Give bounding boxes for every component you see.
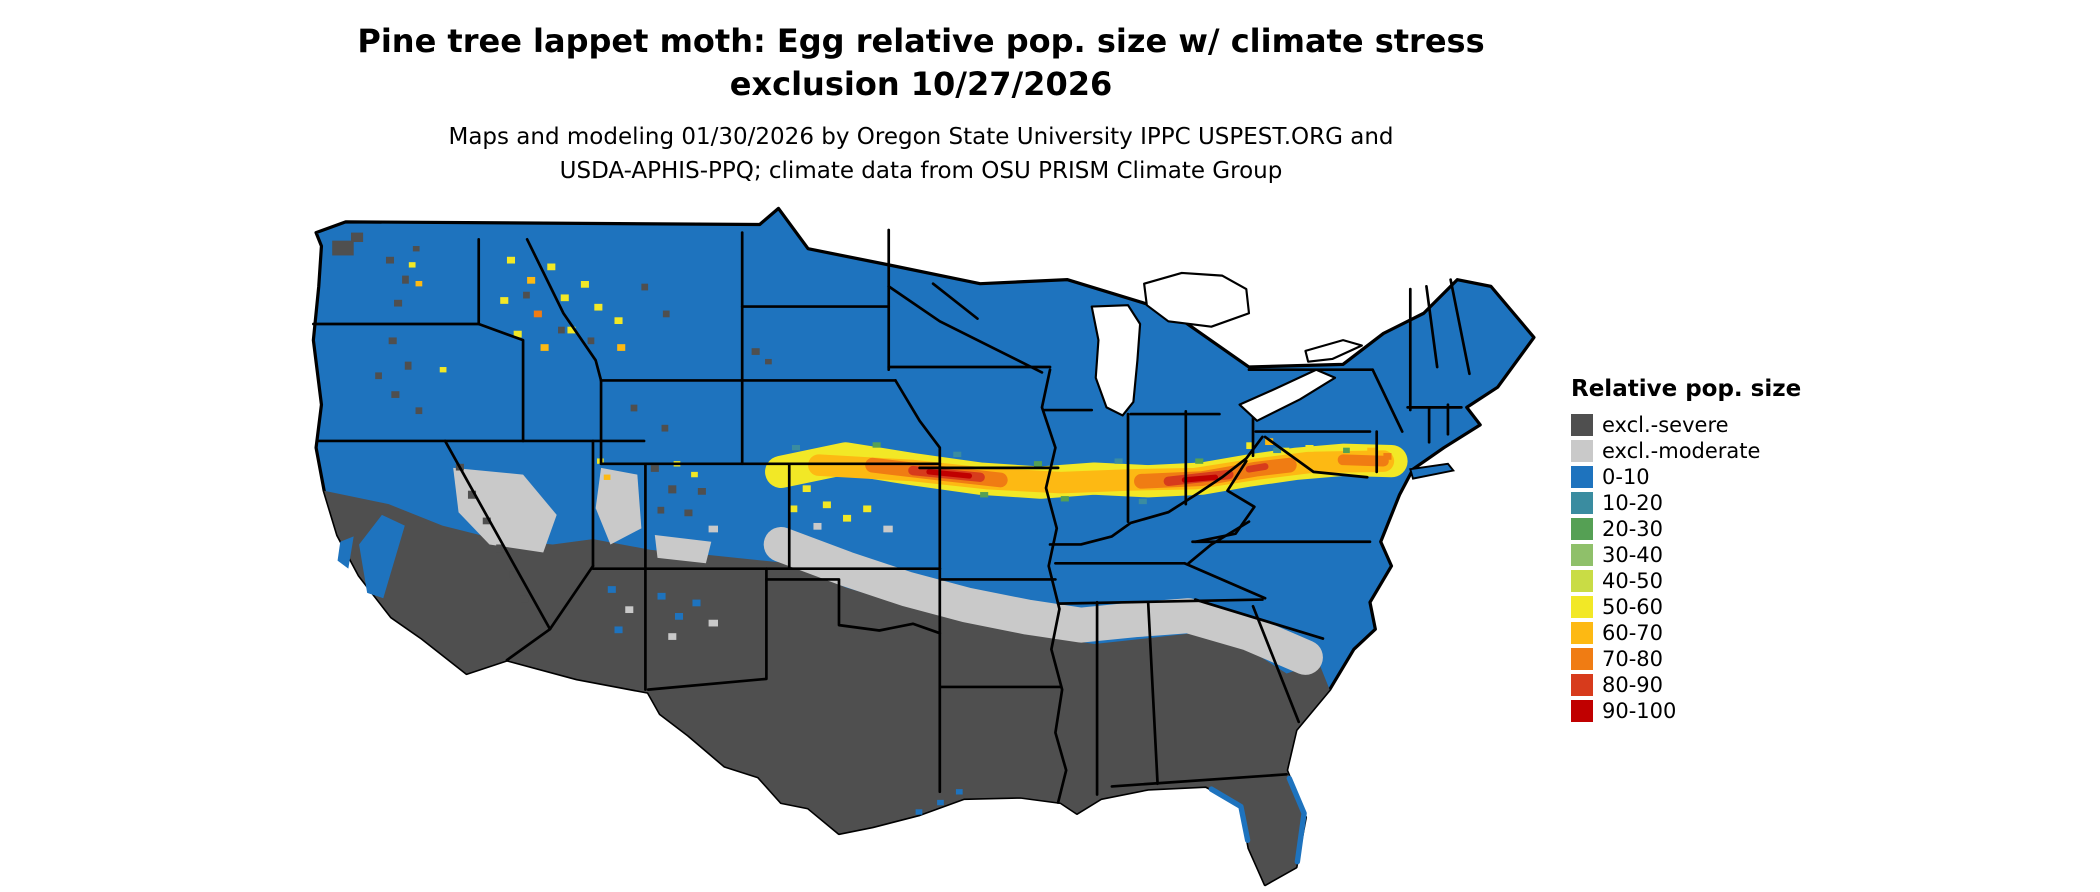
- legend-label: 40-50: [1602, 569, 1664, 593]
- legend-swatch: [1571, 674, 1593, 696]
- legend-label: 20-30: [1602, 517, 1664, 541]
- region-excl-moderate: [453, 467, 1323, 675]
- legend-label: excl.-severe: [1602, 413, 1729, 437]
- legend-rows: excl.-severe excl.-moderate 0-10 10-20 20-30…: [1571, 412, 1801, 724]
- legend-swatch: [1571, 570, 1593, 592]
- legend-entry: 40-50: [1571, 568, 1801, 594]
- us-choropleth-map: [311, 206, 1536, 887]
- legend-label: 90-100: [1602, 699, 1677, 723]
- legend-label: excl.-moderate: [1602, 439, 1761, 463]
- figure-subtitle: Maps and modeling 01/30/2026 by Oregon S…: [448, 120, 1393, 188]
- legend-entry: 50-60: [1571, 594, 1801, 620]
- legend-label: 10-20: [1602, 491, 1664, 515]
- legend-swatch: [1571, 492, 1593, 514]
- region-excl-severe: [324, 232, 1330, 885]
- legend-swatch: [1571, 440, 1593, 462]
- legend-label: 80-90: [1602, 673, 1664, 697]
- subtitle-line-1: Maps and modeling 01/30/2026 by Oregon S…: [448, 124, 1394, 150]
- legend-entry: 90-100: [1571, 698, 1801, 724]
- legend-entry: 0-10: [1571, 464, 1801, 490]
- legend-entry: 80-90: [1571, 672, 1801, 698]
- legend-entry: 30-40: [1571, 542, 1801, 568]
- lake-ontario: [1304, 339, 1363, 363]
- legend-swatch: [1571, 700, 1593, 722]
- legend: Relative pop. size excl.-severe excl.-mod…: [1571, 376, 1801, 724]
- title-line-1: Pine tree lappet moth: Egg relative pop.…: [357, 22, 1485, 60]
- legend-swatch: [1571, 596, 1593, 618]
- legend-label: 0-10: [1602, 465, 1650, 489]
- lake-erie: [1238, 368, 1337, 422]
- long-island: [1409, 462, 1456, 480]
- legend-entry: excl.-moderate: [1571, 438, 1801, 464]
- state-borders: [312, 228, 1471, 804]
- legend-label: 30-40: [1602, 543, 1664, 567]
- legend-swatch: [1571, 544, 1593, 566]
- legend-label: 50-60: [1602, 595, 1664, 619]
- legend-entry: 60-70: [1571, 620, 1801, 646]
- region-blue-pockets: [337, 514, 1307, 865]
- legend-label: 70-80: [1602, 647, 1664, 671]
- lake-huron: [1143, 271, 1251, 328]
- legend-entry: excl.-severe: [1571, 412, 1801, 438]
- legend-title: Relative pop. size: [1571, 376, 1802, 402]
- figure-title: Pine tree lappet moth: Egg relative pop.…: [357, 20, 1484, 106]
- legend-swatch: [1571, 414, 1593, 436]
- title-line-2: exclusion 10/27/2026: [729, 65, 1113, 103]
- legend-swatch: [1571, 466, 1593, 488]
- great-lakes: [1090, 271, 1363, 422]
- legend-label: 60-70: [1602, 621, 1664, 645]
- legend-swatch: [1571, 648, 1593, 670]
- legend-swatch: [1571, 518, 1593, 540]
- legend-entry: 20-30: [1571, 516, 1801, 542]
- subtitle-line-2: USDA-APHIS-PPQ; climate data from OSU PR…: [559, 158, 1283, 184]
- legend-entry: 10-20: [1571, 490, 1801, 516]
- legend-entry: 70-80: [1571, 646, 1801, 672]
- lake-michigan: [1090, 304, 1142, 417]
- legend-swatch: [1571, 622, 1593, 644]
